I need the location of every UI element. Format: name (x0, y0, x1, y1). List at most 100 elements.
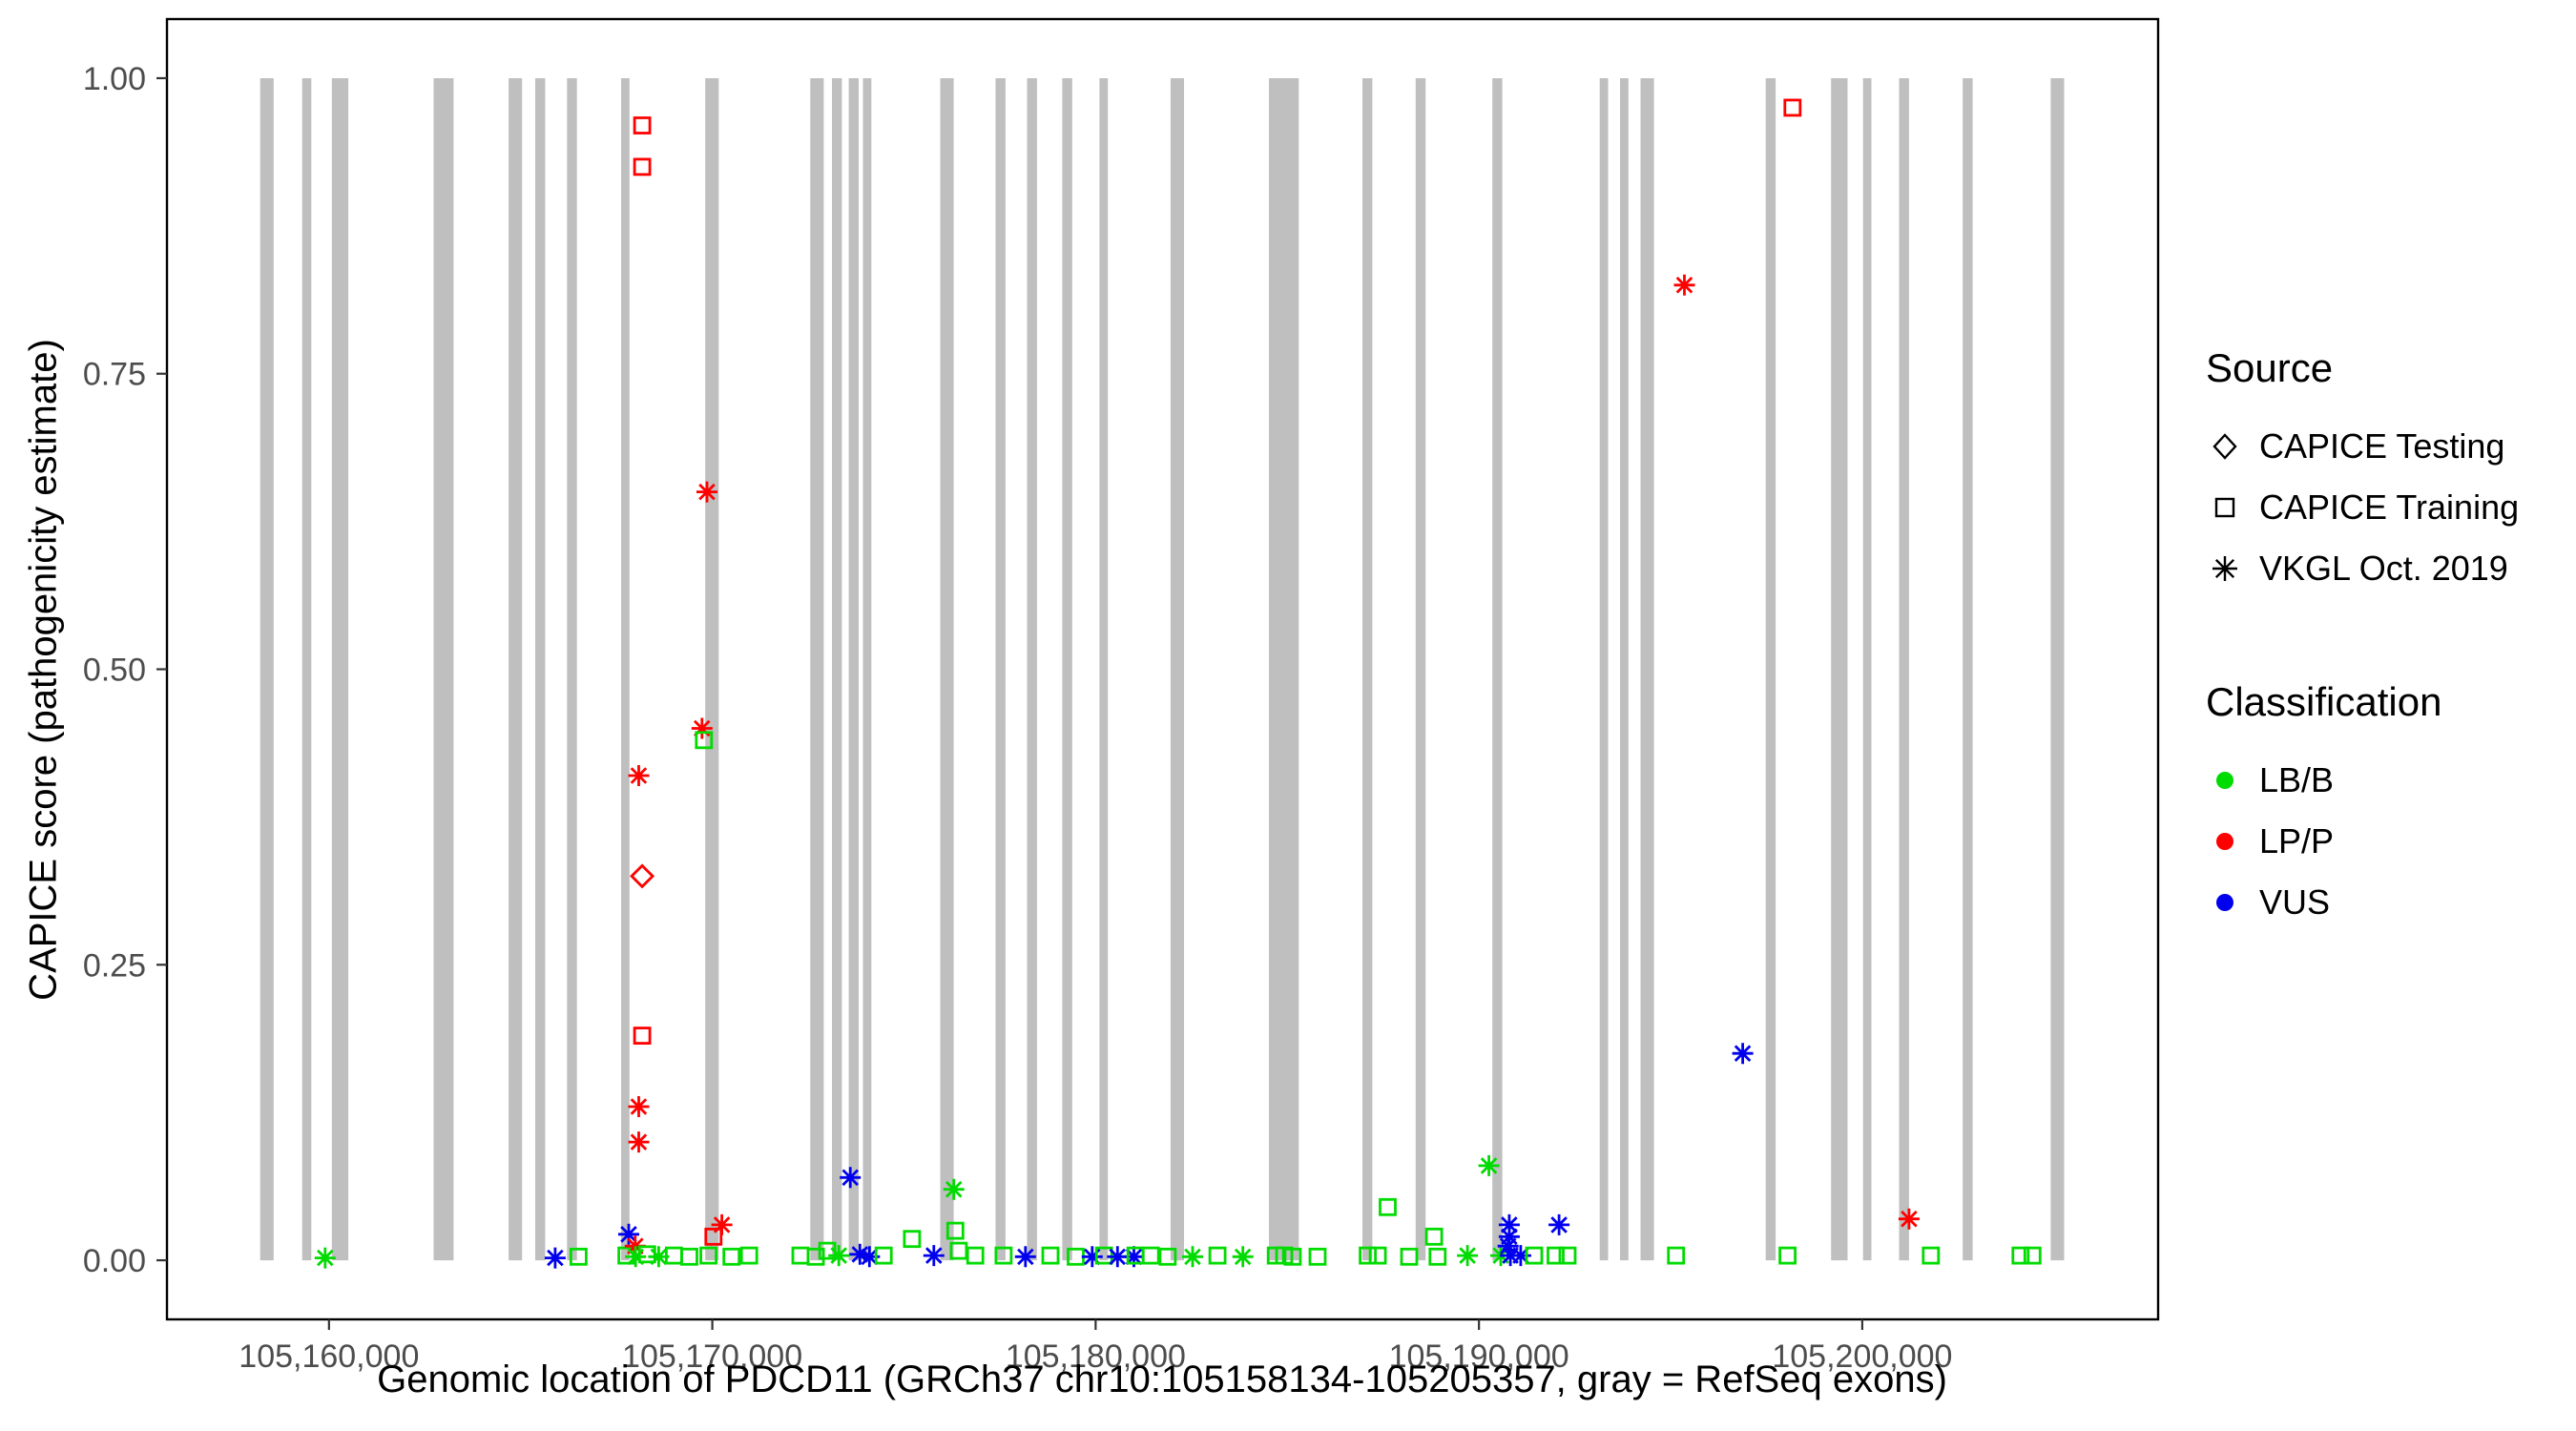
data-point (1547, 1246, 1565, 1265)
legend-item-vkgl: VKGL Oct. 2019 (2206, 538, 2519, 599)
data-point (624, 1235, 646, 1257)
data-point (1498, 1213, 1520, 1235)
red-dot-icon (2216, 833, 2233, 850)
exon-bar (1362, 78, 1373, 1261)
legend-item-capice-training: CAPICE Training (2206, 477, 2519, 538)
exon-bar (940, 78, 954, 1261)
exon-bar (1831, 78, 1848, 1261)
exon-bar (301, 78, 312, 1261)
exon-bar (1862, 78, 1872, 1261)
x-tick-label: 105,160,000 (239, 1338, 419, 1375)
legend-item-label: CAPICE Training (2259, 487, 2520, 527)
data-point (1232, 1246, 1254, 1268)
data-point (1041, 1246, 1060, 1265)
data-point (1400, 1247, 1419, 1266)
exon-bar (1620, 78, 1629, 1261)
data-point (722, 1247, 741, 1266)
data-point (628, 1096, 650, 1117)
exon-bar (832, 78, 842, 1261)
exon-bar (1899, 78, 1909, 1261)
data-point (633, 116, 652, 135)
data-point (628, 765, 650, 786)
data-point (739, 1246, 758, 1265)
exon-bar (567, 78, 577, 1261)
exon-bar (1099, 78, 1109, 1261)
x-tick-label: 105,190,000 (1389, 1338, 1569, 1375)
data-point (943, 1178, 965, 1200)
legend-item-label: VKGL Oct. 2019 (2259, 549, 2508, 588)
data-point (1478, 1154, 1500, 1176)
exon-bar (1640, 78, 1654, 1261)
x-tick-label: 105,200,000 (1772, 1338, 1952, 1375)
exon-bar (1170, 78, 1184, 1261)
data-point (695, 731, 714, 750)
exon-bar (1765, 78, 1776, 1261)
legend-item-label: VUS (2259, 882, 2331, 922)
data-point (1509, 1245, 1531, 1267)
data-point (1368, 1246, 1387, 1265)
data-point (1428, 1247, 1447, 1266)
y-tick-label: 0.50 (83, 653, 146, 689)
x-axis-title: Genomic location of PDCD11 (GRCh37 chr10… (377, 1358, 1947, 1400)
exon-bar (862, 78, 872, 1261)
data-point (806, 1247, 825, 1266)
asterisk-icon (2212, 556, 2237, 581)
data-point (630, 863, 655, 889)
y-tick-label: 0.00 (83, 1243, 146, 1279)
data-point (2011, 1246, 2030, 1265)
data-point (923, 1245, 945, 1267)
data-point (1922, 1246, 1941, 1265)
y-tick-label: 1.00 (83, 61, 146, 97)
legend-item-lpp: LP/P (2206, 811, 2519, 872)
data-point (544, 1247, 566, 1269)
exon-bar (1269, 78, 1299, 1261)
legend-source-title: Source (2206, 345, 2334, 390)
data-point (1081, 1246, 1103, 1268)
data-point (1457, 1245, 1479, 1267)
data-point (1667, 1246, 1686, 1265)
x-tick-label: 105,170,000 (622, 1338, 802, 1375)
data-point (1107, 1246, 1129, 1268)
y-tick-label: 0.75 (83, 357, 146, 393)
y-tick-label: 0.25 (83, 947, 146, 984)
data-point (1525, 1246, 1544, 1265)
panel-border (165, 17, 2160, 1321)
data-point (1673, 274, 1695, 296)
data-point (1141, 1246, 1160, 1265)
data-point (633, 157, 652, 176)
data-point (1783, 98, 1802, 117)
data-point (966, 1246, 985, 1265)
legend-item-label: LB/B (2259, 760, 2335, 799)
data-point (903, 1230, 922, 1249)
square-icon (2214, 497, 2235, 518)
legend-item-capice-testing: CAPICE Testing (2206, 416, 2519, 477)
exon-bar (995, 78, 1006, 1261)
data-point (648, 1246, 670, 1268)
exon-bar (848, 78, 859, 1261)
data-point (1308, 1247, 1327, 1266)
exon-bar (810, 78, 824, 1261)
data-point (1778, 1246, 1797, 1265)
legend-classification-title: Classification (2206, 679, 2442, 724)
data-point (791, 1246, 810, 1265)
data-point (828, 1245, 850, 1267)
data-point (696, 481, 717, 503)
exon-bar (1599, 78, 1609, 1261)
data-point (633, 1027, 652, 1045)
legend: Source CAPICE Testing CAPICE Training VK… (2206, 345, 2519, 933)
data-point (699, 1246, 717, 1265)
data-point (704, 1227, 723, 1246)
exon-bar (1415, 78, 1426, 1261)
data-point (618, 1223, 639, 1245)
data-point (945, 1221, 965, 1240)
data-point (1014, 1246, 1036, 1268)
x-tick-label: 105,180,000 (1006, 1338, 1186, 1375)
y-axis-title: CAPICE score (pathogenicity estimate) (22, 339, 65, 1001)
exon-bar (509, 78, 523, 1261)
data-point (840, 1167, 862, 1189)
exon-bar (331, 78, 349, 1261)
exon-bar (621, 78, 630, 1261)
data-point (680, 1247, 698, 1266)
data-point (1732, 1043, 1754, 1065)
